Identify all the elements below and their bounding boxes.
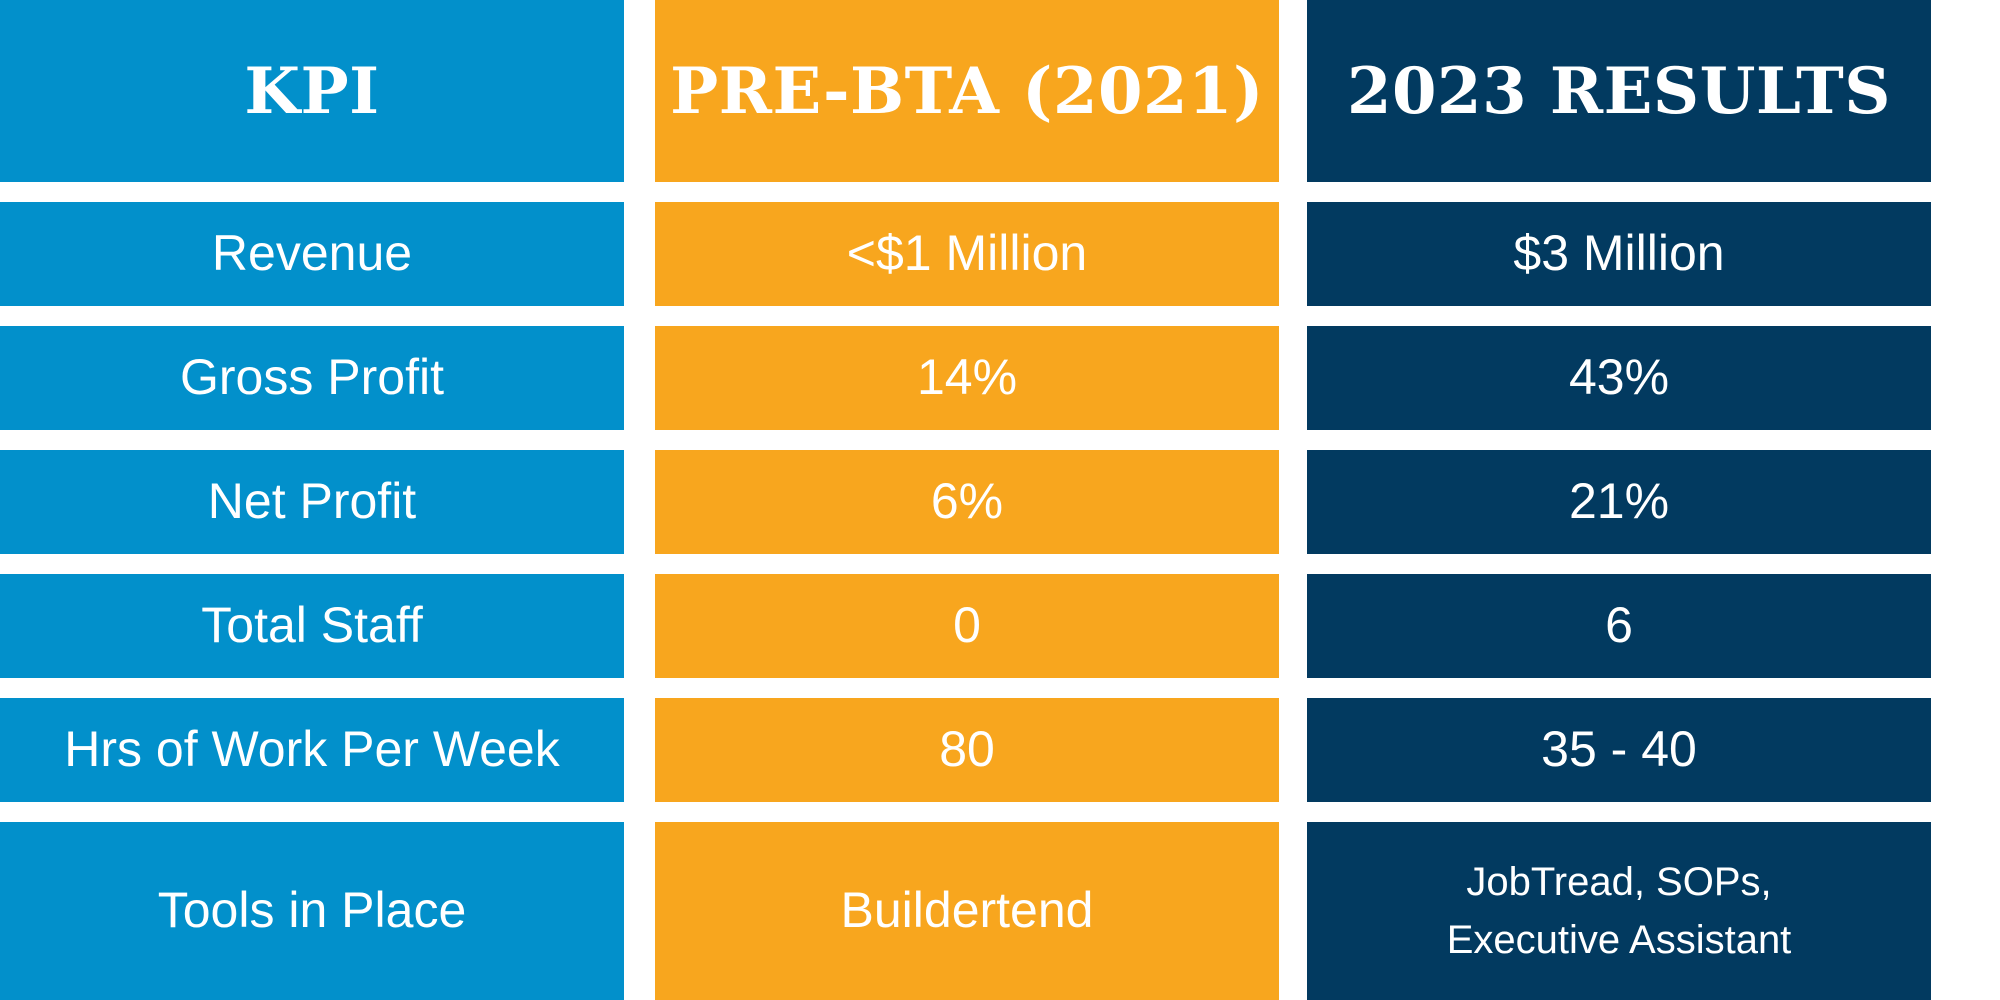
pre-gross-profit: 14% xyxy=(655,326,1279,430)
pre-net-profit: 6% xyxy=(655,450,1279,554)
pre-tools-in-place: Buildertend xyxy=(655,822,1279,1000)
results-tools-line-2: Executive Assistant xyxy=(1446,918,1792,962)
kpi-revenue: Revenue xyxy=(0,202,624,306)
kpi-total-staff: Total Staff xyxy=(0,574,624,678)
results-tools-line-1: JobTread, SOPs, xyxy=(1466,860,1772,904)
header-pre-bta-2021: PRE-BTA (2021) xyxy=(655,0,1279,182)
kpi-net-profit: Net Profit xyxy=(0,450,624,554)
results-revenue: $3 Million xyxy=(1307,202,1931,306)
header-kpi: KPI xyxy=(0,0,624,182)
header-2023-results: 2023 RESULTS xyxy=(1307,0,1931,182)
pre-hours-per-week: 80 xyxy=(655,698,1279,802)
results-net-profit: 21% xyxy=(1307,450,1931,554)
results-tools-in-place: JobTread, SOPs, Executive Assistant xyxy=(1307,822,1931,1000)
kpi-tools-in-place: Tools in Place xyxy=(0,822,624,1000)
pre-total-staff: 0 xyxy=(655,574,1279,678)
results-total-staff: 6 xyxy=(1307,574,1931,678)
pre-revenue: <$1 Million xyxy=(655,202,1279,306)
kpi-hours-per-week: Hrs of Work Per Week xyxy=(0,698,624,802)
results-gross-profit: 43% xyxy=(1307,326,1931,430)
kpi-gross-profit: Gross Profit xyxy=(0,326,624,430)
results-hours-per-week: 35 - 40 xyxy=(1307,698,1931,802)
